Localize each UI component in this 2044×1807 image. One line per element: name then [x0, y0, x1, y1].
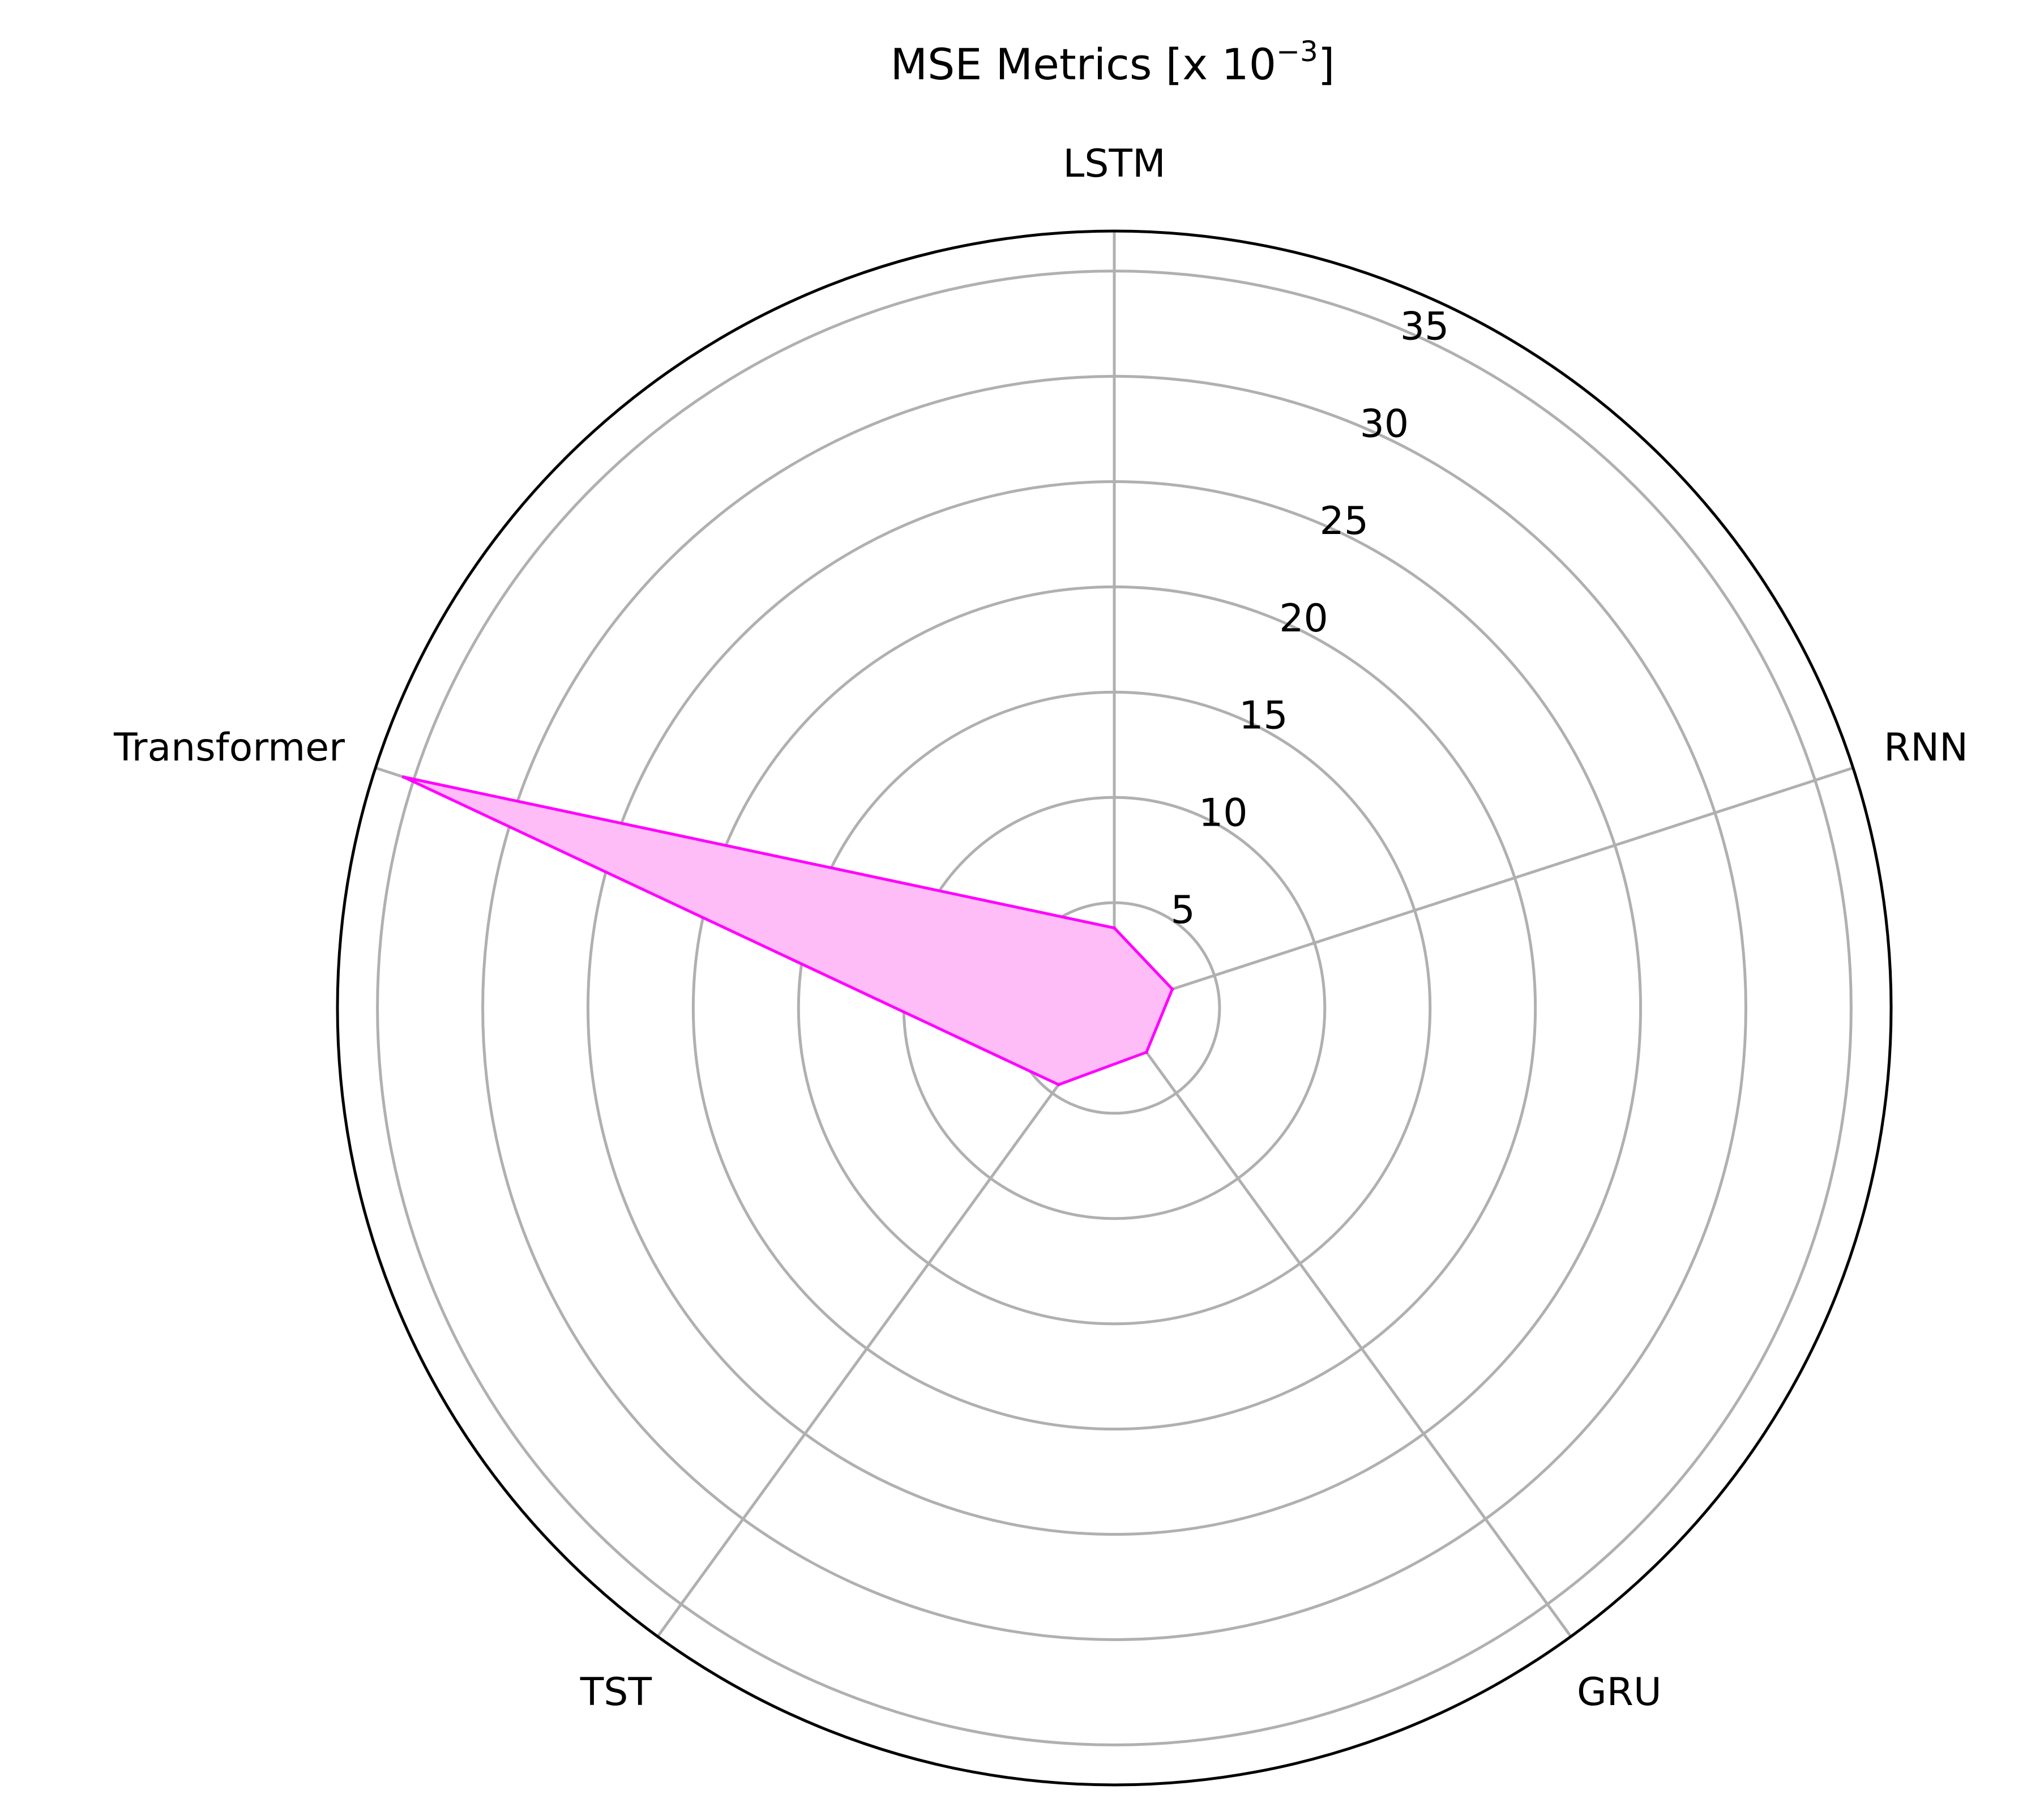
r-tick-label-20: 20 [1279, 596, 1328, 641]
data-point-tst [1057, 1083, 1061, 1087]
r-tick-label-30: 30 [1360, 401, 1409, 446]
spoke-gru [1113, 1007, 1572, 1638]
r-tick-label-35: 35 [1400, 305, 1449, 349]
frame-layer [336, 229, 1893, 1787]
r-tick-label-10: 10 [1199, 791, 1248, 835]
category-label-tst: TST [580, 1670, 652, 1715]
series-line [402, 775, 1174, 1086]
series-area [403, 777, 1173, 1085]
chart-title: MSE Metrics [x 10−3] [891, 35, 1335, 89]
spoke-rnn [1114, 766, 1854, 1010]
category-label-transformer: Transformer [113, 725, 345, 770]
label-layer: 5 10 15 20 25 30 35 LSTM RNN GRU TST Transformer [113, 142, 1968, 1715]
data-point-lstm [1113, 926, 1116, 930]
category-label-gru: GRU [1577, 1670, 1662, 1715]
data-point-transformer [401, 775, 405, 779]
outer-frame [336, 229, 1893, 1787]
chart-title-main: MSE Metrics [x 10 [891, 39, 1277, 89]
r-tick-label-25: 25 [1319, 499, 1369, 544]
chart-title-exponent: −3 [1276, 35, 1318, 68]
r-tick-label-15: 15 [1239, 694, 1288, 738]
chart-title-end: ] [1318, 39, 1335, 89]
data-point-gru [1144, 1050, 1148, 1054]
series-layer [401, 775, 1174, 1087]
spoke-tst [656, 1007, 1116, 1638]
category-label-lstm: LSTM [1063, 142, 1165, 186]
data-point-rnn [1170, 987, 1174, 991]
category-label-rnn: RNN [1884, 725, 1968, 770]
r-tick-label-5: 5 [1171, 888, 1195, 933]
